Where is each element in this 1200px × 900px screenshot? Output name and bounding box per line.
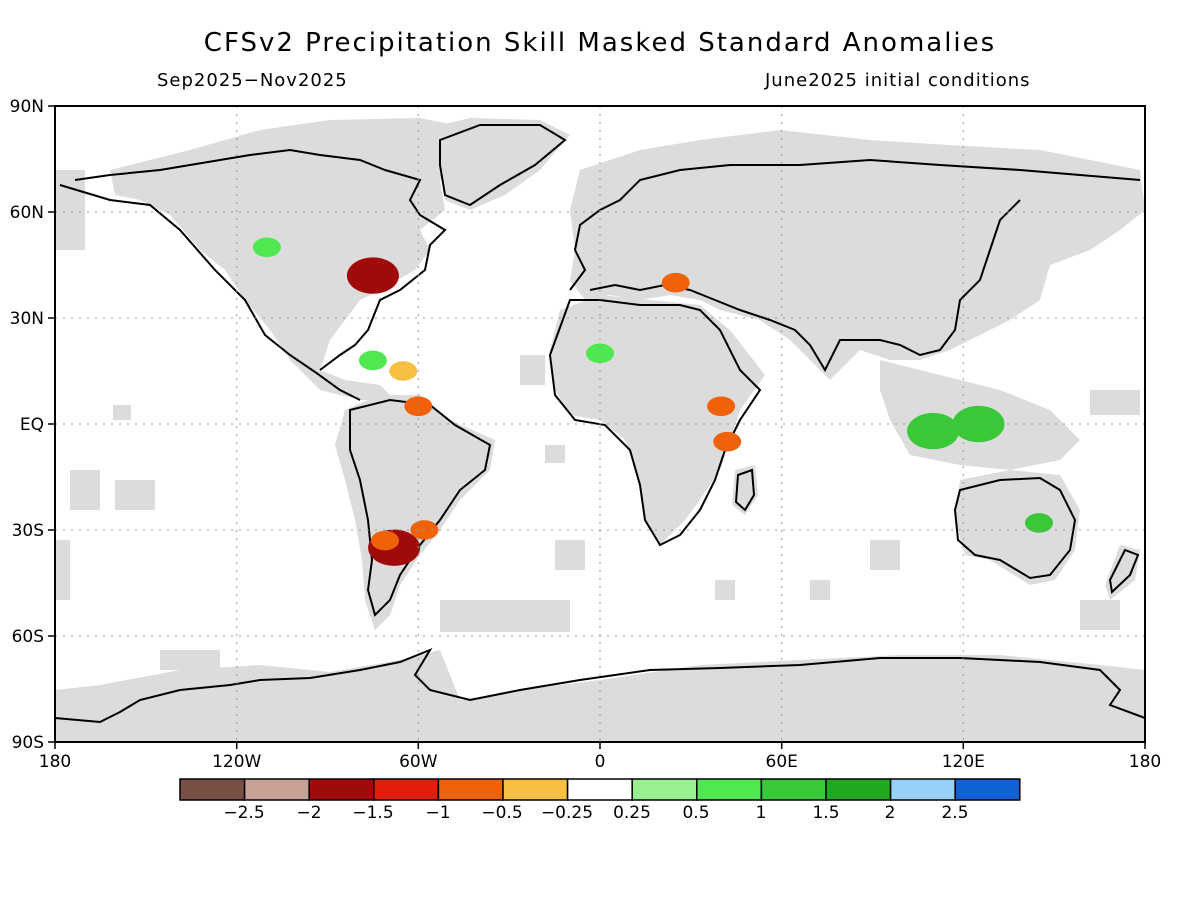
africa-coast: [548, 299, 762, 547]
antarctica-coast: [54, 647, 1146, 724]
colorbar: [179, 778, 1021, 801]
anomaly-patch: [661, 272, 690, 293]
colorbar-swatch: [243, 778, 310, 801]
anomaly-patch: [907, 412, 960, 450]
colorbar-label: −1.5: [352, 803, 393, 823]
anomaly-patch: [713, 431, 742, 452]
colorbar-swatch: [308, 778, 375, 801]
frame-ticks: [48, 105, 1146, 749]
new-zealand-coast: [1108, 548, 1140, 595]
forecast-period: Sep2025−Nov2025: [157, 70, 348, 91]
colorbar-label: 2.5: [941, 803, 968, 823]
graticule: [55, 106, 1145, 742]
colorbar-label: −2: [296, 803, 321, 823]
colorbar-swatch: [696, 778, 763, 801]
north-america-coast: [59, 148, 447, 401]
anomaly-patch: [389, 361, 418, 381]
anomaly-patch: [707, 396, 736, 417]
lon-label-120e: 120E: [942, 752, 985, 772]
colorbar-label: −2.5: [223, 803, 264, 823]
lat-label-60s: 60S: [12, 627, 44, 647]
anomaly-patch: [1025, 513, 1053, 533]
colorbar-label: 1: [756, 803, 767, 823]
lon-label-180w: 180: [39, 752, 71, 772]
colorbar-label: 2: [885, 803, 896, 823]
lat-label-30n: 30N: [10, 309, 44, 329]
lat-label-90s: 90S: [12, 733, 44, 753]
colorbar-swatch: [437, 778, 504, 801]
anomaly-patch: [586, 343, 614, 364]
colorbar-swatch: [760, 778, 827, 801]
colorbar-swatch: [954, 778, 1021, 801]
colorbar-label: −1: [425, 803, 450, 823]
colorbar-label: 0.5: [682, 803, 709, 823]
lat-label-60n: 60N: [10, 203, 44, 223]
greenland-coast: [439, 124, 567, 207]
anomaly-patch: [358, 350, 387, 371]
lat-label-30s: 30S: [12, 521, 44, 541]
colorbar-swatch: [373, 778, 440, 801]
lon-label-180e: 180: [1129, 752, 1161, 772]
madagascar-coast: [734, 468, 756, 512]
lat-label-eq: EQ: [20, 415, 44, 435]
lon-label-120w: 120W: [212, 752, 261, 772]
colorbar-label: 0.25: [613, 803, 651, 823]
lon-label-0: 0: [595, 752, 606, 772]
colorbar-swatch: [179, 778, 246, 801]
anomaly-patches: [252, 237, 1053, 566]
colorbar-label: −0.5: [481, 803, 522, 823]
colorbar-swatch: [566, 778, 633, 801]
colorbar-label: 1.5: [812, 803, 839, 823]
colorbar-swatch: [889, 778, 956, 801]
anomaly-patch: [346, 257, 399, 294]
anomaly-patch: [252, 237, 281, 258]
lat-label-90n: 90N: [10, 97, 44, 117]
lon-label-60e: 60E: [766, 752, 798, 772]
colorbar-swatch: [631, 778, 698, 801]
anomaly-patch: [952, 405, 1005, 443]
lon-label-60w: 60W: [399, 752, 438, 772]
colorbar-swatch: [825, 778, 892, 801]
australia-coast: [953, 476, 1077, 580]
map-title: CFSv2 Precipitation Skill Masked Standar…: [203, 28, 997, 58]
initial-conditions: June2025 initial conditions: [765, 70, 1031, 91]
colorbar-label: −0.25: [541, 803, 593, 823]
anomaly-patch: [371, 530, 399, 551]
colorbar-labels: −2.5 −2 −1.5 −1 −0.5 −0.25 0.25 0.5 1 1.…: [223, 803, 968, 823]
colorbar-swatch: [502, 778, 569, 801]
anomaly-patch: [404, 396, 433, 417]
